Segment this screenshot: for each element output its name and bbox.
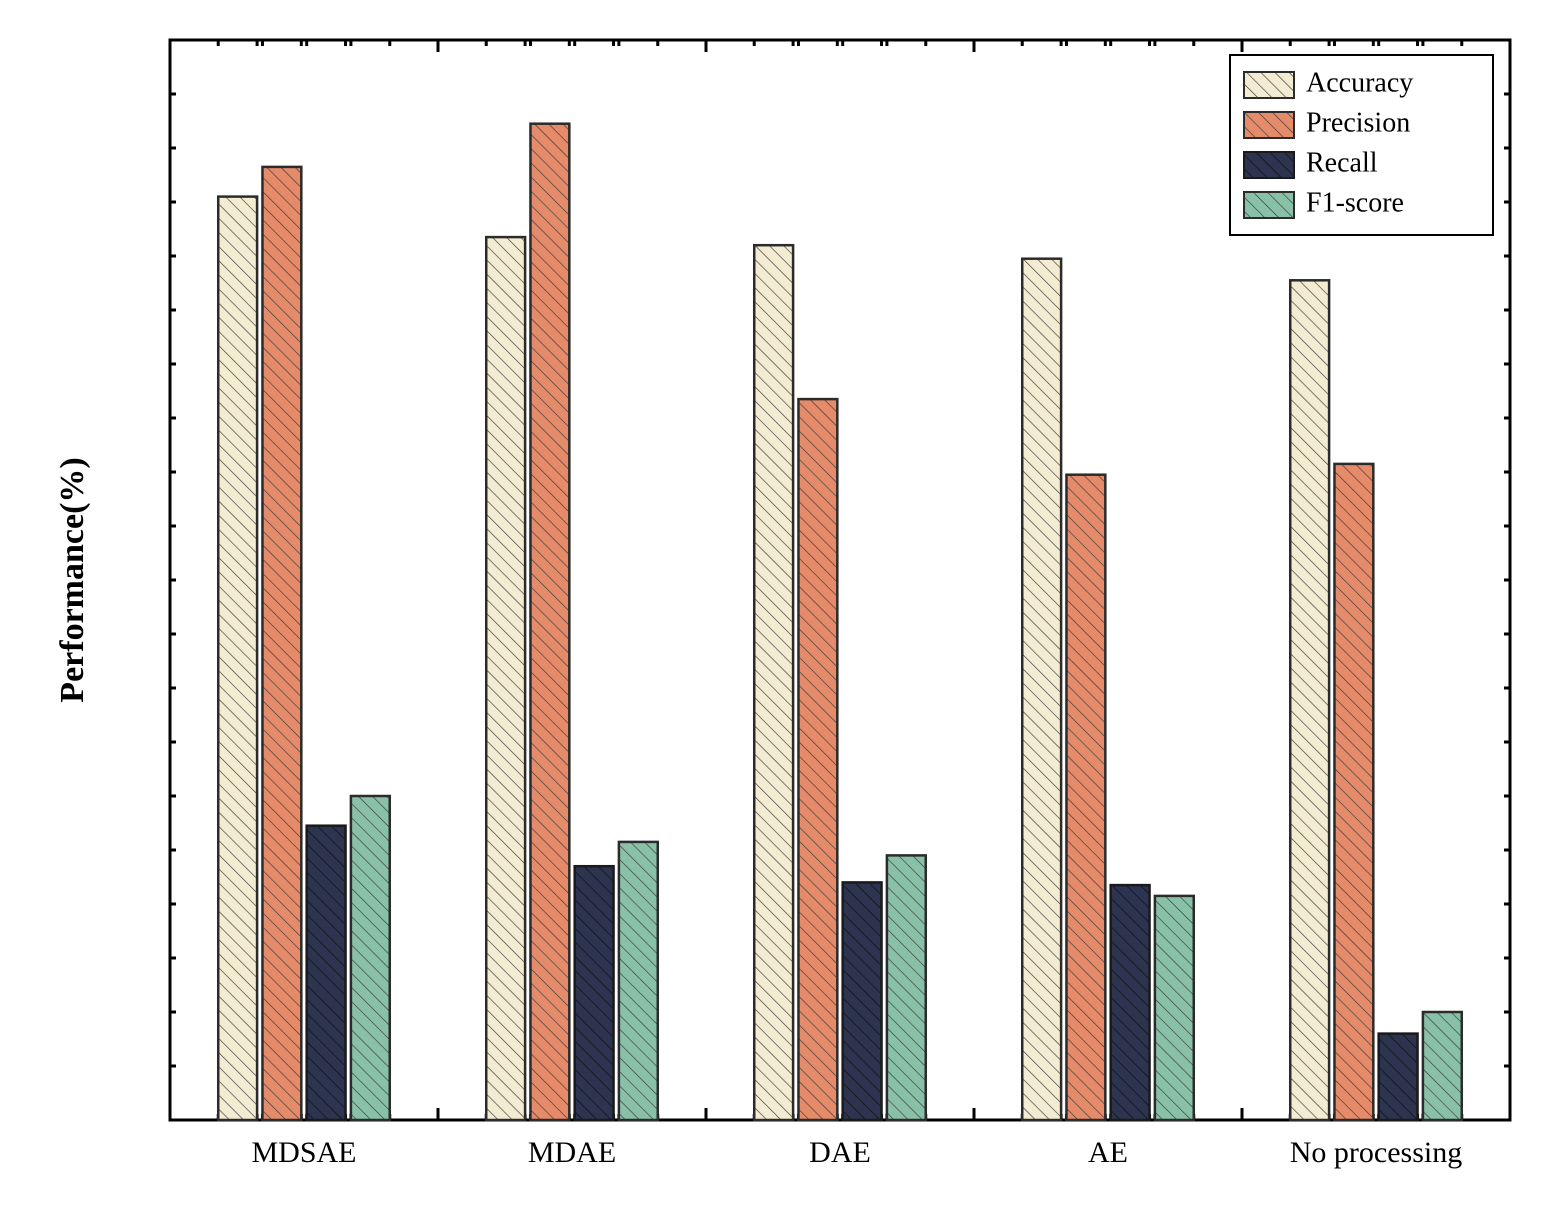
bar [530, 124, 569, 1120]
bar [1379, 1034, 1418, 1120]
bar [1111, 885, 1150, 1120]
legend: Accuracy Precision Recall F1-score [1230, 55, 1493, 235]
bar [1334, 464, 1373, 1120]
bar [887, 855, 926, 1120]
x-tick-label: No processing [1290, 1136, 1462, 1169]
x-tick-label: DAE [809, 1136, 871, 1169]
legend-label: F1-score [1306, 187, 1404, 218]
bar [798, 399, 837, 1120]
x-tick-label: AE [1088, 1136, 1128, 1169]
legend-label: Accuracy [1306, 67, 1413, 98]
bar [307, 826, 346, 1120]
bar [575, 866, 614, 1120]
bar [1022, 259, 1061, 1120]
bar [1066, 475, 1105, 1120]
legend-swatch [1244, 112, 1294, 138]
legend-swatch [1244, 72, 1294, 98]
bar-chart: Performance(%) MDSAE MDAE DAE AE No processin… [0, 0, 1568, 1209]
chart-svg: Performance(%) MDSAE MDAE DAE AE No processin… [0, 0, 1568, 1209]
x-tick-label: MDSAE [251, 1136, 356, 1169]
bar [619, 842, 658, 1120]
bar [1423, 1012, 1462, 1120]
y-axis-label: Performance(%) [54, 457, 91, 702]
legend-label: Recall [1306, 147, 1378, 178]
legend-swatch [1244, 192, 1294, 218]
bar [218, 197, 257, 1120]
bar [1290, 280, 1329, 1120]
bar [351, 796, 390, 1120]
x-tick-label: MDAE [528, 1136, 616, 1169]
bar [1155, 896, 1194, 1120]
bar [843, 882, 882, 1120]
legend-label: Precision [1306, 107, 1410, 138]
bar [486, 237, 525, 1120]
legend-swatch [1244, 152, 1294, 178]
bar [262, 167, 301, 1120]
bar [754, 245, 793, 1120]
